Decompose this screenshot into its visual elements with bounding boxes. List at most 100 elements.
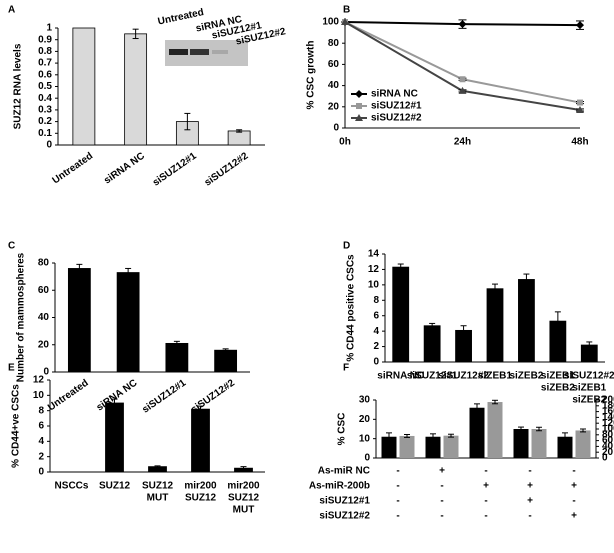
point [577,99,583,106]
legend-marker [356,103,362,109]
x-tick-label: 48h [571,137,588,148]
y-tick-label: 0.1 [38,128,52,139]
y-tick-label: 0.5 [38,81,52,92]
error-bar [492,283,498,294]
bar [575,430,591,458]
point [458,86,467,94]
condition-sign: - [484,511,487,522]
bar [72,27,96,146]
y-tick-label: 40 [328,80,340,91]
condition-sign: - [440,481,443,492]
y-tick-label: 80 [38,258,50,269]
y-tick-label: 6 [38,421,44,432]
error-bar [125,267,132,278]
error-bar [397,263,404,271]
y-tick-label: 8 [373,295,379,306]
condition-sign: + [439,466,445,477]
y-tick-label: 120 [602,418,614,429]
condition-sign: - [396,496,399,507]
error-bar [586,341,593,349]
y-tick-label: 0.4 [38,93,52,104]
y-tick-label: 30 [359,395,371,406]
point [458,20,467,29]
y-tick-label: 0 [43,367,49,378]
y-tick-label: 60 [328,59,340,70]
y-tick-label: 1 [46,23,52,34]
y-tick-label: 6 [373,310,379,321]
y-tick-label: 40 [38,312,50,323]
bar [227,130,251,146]
bar [105,402,124,473]
legend-marker [355,114,363,121]
condition-label: siSUZ12#2 [319,511,370,522]
error-bar [460,325,467,336]
condition-sign: - [484,496,487,507]
y-tick-label: 8 [38,405,44,416]
y-tick-label: 12 [368,264,380,275]
y-axis-label: % CD44+ve CSCs [11,384,22,468]
condition-sign: - [528,466,531,477]
bar [124,33,148,146]
y-tick-label: 20 [602,447,614,458]
bar [425,436,441,458]
y-tick-label: 0 [38,467,44,478]
y-tick-label: 60 [602,435,614,446]
x-tick-label: siZEB2 [541,383,575,394]
x-tick-label: MUT [233,505,255,516]
condition-sign: - [440,511,443,522]
y-tick-label: 10 [33,390,45,401]
x-tick-label: siRNA NC [377,371,424,382]
bar [518,279,535,363]
error-bar [222,348,229,353]
bar [423,325,441,363]
legend-marker [355,90,363,98]
condition-label: As-miR-200b [309,481,370,492]
panel-letter: A [8,5,15,16]
bar [486,288,504,363]
y-tick-label: 0 [333,123,339,134]
error-bar [236,129,243,133]
y-tick-label: 140 [602,412,614,423]
y-tick-label: 80 [602,429,614,440]
bar [399,435,415,458]
error-bar [562,432,568,442]
error-bar [76,263,83,274]
bar [513,429,529,458]
condition-sign: - [572,466,575,477]
point [576,21,584,30]
y-axis-label: Number of mammospheres [16,252,27,382]
y-axis-label: % CSC [337,413,348,446]
y-tick-label: 160 [602,406,614,417]
x-tick-label: siZEB2 [572,395,606,406]
error-bar [492,399,498,405]
y-tick-label: 0 [46,140,52,151]
y-tick-label: 10 [359,433,371,444]
error-bar [404,434,410,438]
legend-label: siSUZ12#2 [371,113,422,124]
y-tick-label: 14 [368,249,380,260]
x-tick-label: SUZ12 [185,493,217,504]
point [459,76,466,83]
y-tick-label: 180 [602,400,614,411]
panel-letter: D [343,241,350,252]
bar [469,407,485,458]
x-tick-label: 0h [339,137,351,148]
condition-sign: - [396,481,399,492]
bar [67,268,91,373]
bar [531,429,547,458]
error-bar [197,405,204,413]
y-tick-label: 80 [328,38,340,49]
panel-letter: F [343,363,349,374]
y-axis-label: SUZ12 RNA levels [13,43,24,129]
y-tick-label: 20 [38,339,50,350]
panel-letter: B [343,5,350,16]
condition-label: As-miR NC [318,466,370,477]
condition-label: siSUZ12#1 [319,496,370,507]
x-tick-label: SUZ12 [142,481,174,492]
x-tick-label: siZEB1 [541,371,575,382]
y-tick-label: 40 [602,441,614,452]
bar [487,402,503,458]
x-tick-label: siSUZ12#2 [564,371,614,382]
